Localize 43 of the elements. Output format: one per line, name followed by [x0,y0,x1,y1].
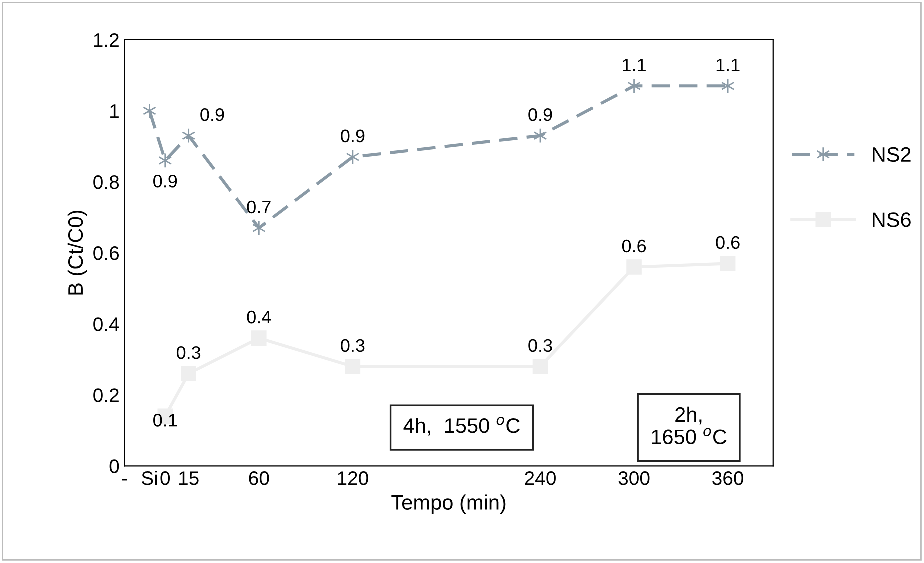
x-tick-label: 0 [160,472,170,486]
x-tick-label: Si [142,471,158,486]
point [346,150,360,165]
data-label: 0.4 [247,310,272,324]
y-tick-label: 0.6 [94,246,120,260]
point [628,78,641,94]
data-label: 1.1 [716,58,740,72]
x-tick-label: - [122,479,128,481]
y-tick-label: 0 [110,460,120,474]
point [143,103,156,119]
y-tick-label: 0.8 [94,176,120,190]
x-tick-label: 300 [618,472,650,486]
point [252,220,266,236]
data-label: 0.1 [154,414,178,427]
data-label: 0.3 [176,346,201,360]
point [182,128,196,144]
legend-label: NS6 [873,212,911,228]
x-tick-label: 240 [525,472,556,486]
x-axis-title: Tempo (min) [392,494,506,514]
y-tick-label: 1 [110,104,119,118]
data-label: 0.7 [247,200,271,214]
x-tick-label: 60 [249,472,270,486]
data-label: 0.6 [622,240,646,253]
legend-label: NS2 [873,147,911,162]
data-label: 0.6 [716,236,740,250]
x-tick-label: 15 [179,472,199,486]
point [721,78,735,94]
data-label: 0.9 [528,108,552,122]
data-label: 0.9 [200,108,224,122]
point [158,153,172,168]
data-label: 0.3 [528,339,552,352]
data-label: 0.9 [154,175,178,188]
y-tick-label: 0.4 [94,318,120,332]
x-tick-label: 360 [712,472,744,486]
annotation: 2h, 1650 $^{o}$C [652,406,727,445]
y-tick-label: 1.2 [94,33,119,48]
y-axis-title: B (Ct/C0) [68,210,88,295]
data-label: 0.3 [341,339,365,352]
data-label: 1.1 [623,58,646,72]
y-tick-label: 0.2 [94,388,119,402]
x-tick-label: 120 [338,472,368,486]
data-label: 0.9 [341,130,365,143]
annotation: 4h, 1550 $^{o}$C [404,416,520,436]
